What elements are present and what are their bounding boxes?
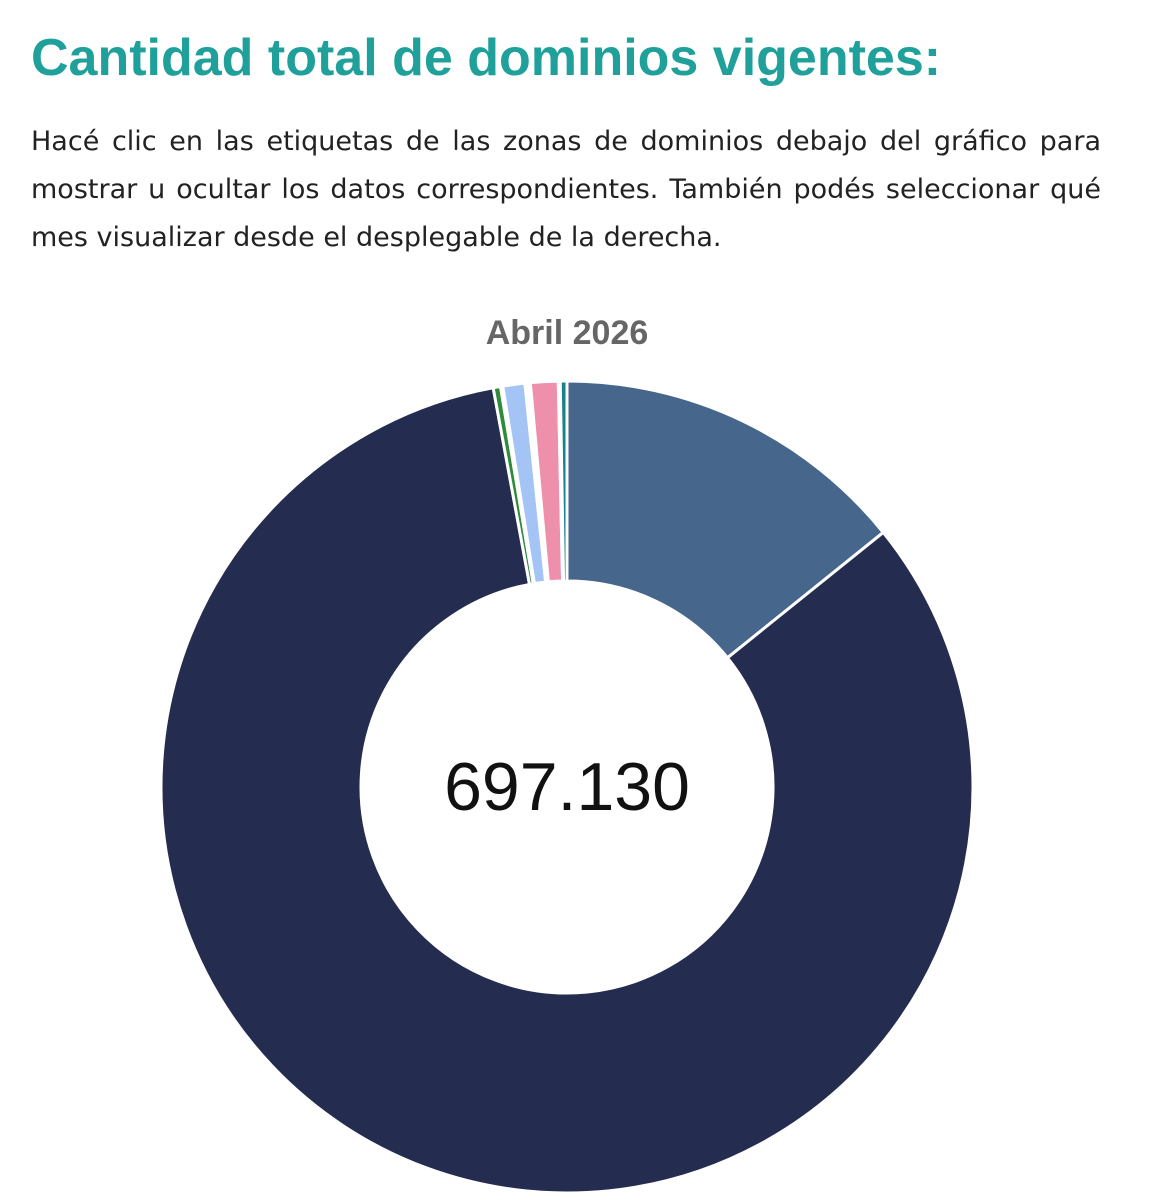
- center-total-label: 697.130: [444, 749, 690, 825]
- donut-chart: Abril 2026 697.130: [159, 314, 975, 1195]
- donut-slice-2[interactable]: [159, 386, 975, 1195]
- chart-container: Abril 2026 697.130: [0, 290, 1160, 1200]
- intro-paragraph: Hacé clic en las etiquetas de las zonas …: [31, 126, 1101, 253]
- donut-slices: [159, 379, 975, 1195]
- donut-slice-9[interactable]: [558, 379, 569, 583]
- donut-slice-1[interactable]: [565, 379, 885, 660]
- chart-title: Abril 2026: [486, 314, 649, 352]
- page-title: Cantidad total de dominios vigentes:: [31, 29, 942, 87]
